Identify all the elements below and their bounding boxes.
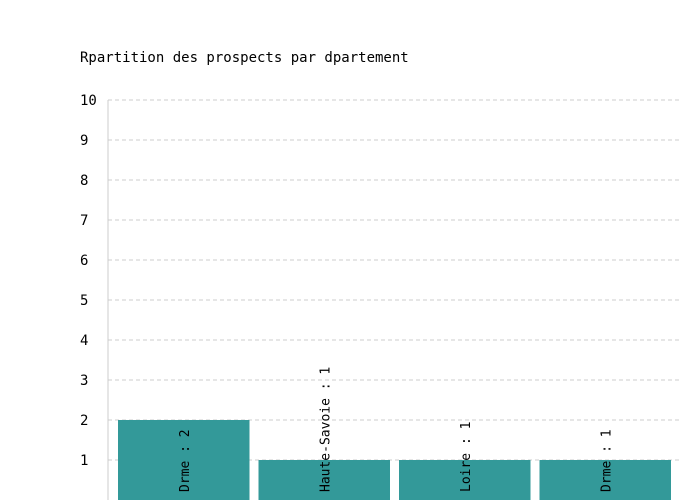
y-tick-label: 7 [80,213,88,229]
y-tick-label: 8 [80,173,88,189]
bar [539,460,671,500]
grid-lines [108,99,680,461]
y-tick-label: 1 [80,453,88,469]
bar-data-label: Drme : 2 [178,429,193,492]
y-tick-label: 9 [80,133,88,149]
y-tick-label: 6 [80,253,88,269]
bar [258,460,390,500]
bar-data-label: Loire : 1 [459,422,474,492]
chart-title: Rpartition des prospects par dpartement [80,50,409,66]
bar-data-label: Drme : 1 [599,429,614,492]
bars [118,420,671,500]
y-tick-label: 4 [80,333,88,349]
y-tick-labels: 1 2 3 4 5 6 7 8 9 10 [80,93,97,469]
bar [399,460,531,500]
y-tick-label: 2 [80,413,88,429]
y-tick-label: 10 [80,93,97,109]
y-tick-label: 3 [80,373,88,389]
bar-data-label: Haute-Savoie : 1 [318,367,333,492]
y-tick-label: 5 [80,293,88,309]
bar-labels: Drme : 2 Haute-Savoie : 1 Loire : 1 Drme : … [178,367,615,492]
bar [118,420,250,500]
